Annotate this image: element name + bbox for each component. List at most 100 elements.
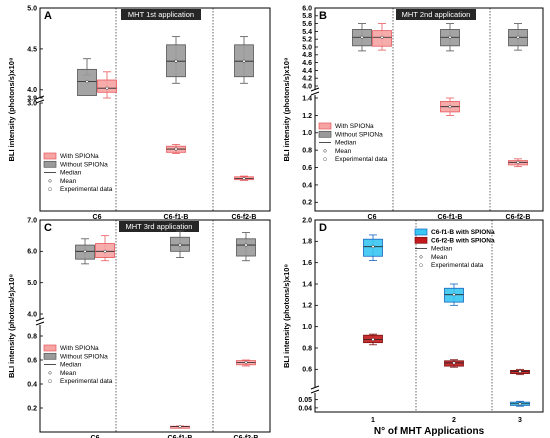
y-tick-label: 4.2 [302,76,312,83]
legend-label: C6-f2-B with SPIONa [431,237,495,244]
y-tick-label: 0.4 [302,182,312,189]
box-mean [371,337,375,342]
legend-data-marker [419,263,423,268]
annotation-text: MHT 3rd application [126,222,193,231]
y-tick-label: 1.4 [302,281,312,288]
box-mean [244,360,248,364]
axis-break-mark [35,321,45,326]
box-series-2 [170,230,190,259]
y-tick-label: 5.4 [302,29,312,36]
y-tick-label: 1.8 [302,239,312,246]
axis-break-mark [310,389,320,394]
legend-mean-marker [48,371,52,375]
y-tick-label: 1.2 [302,113,312,120]
y-tick-label: 0.8 [302,148,312,155]
box-series-1 [234,175,254,181]
y-tick-label: 3.0 [27,100,37,107]
legend-label: Mean [60,178,77,185]
x-category-label: C6-f2-B [234,435,259,438]
legend-label: Experimental data [335,156,388,163]
x-category-label: 3 [518,417,522,424]
axis-break-gap [311,89,319,95]
y-tick-label: 5.8 [302,13,312,20]
legend-label: With SPIONa [335,123,374,130]
plot-frame [314,219,544,413]
legend-label: Without SPIONa [335,131,383,138]
box-series-2 [440,23,460,52]
y-tick-label: 4.0 [302,83,312,90]
box-body [97,79,117,93]
axis-break-mark [310,87,320,92]
box-mean [244,243,248,247]
legend-label: With SPIONa [60,153,99,160]
y-tick-label: 0.8 [302,345,312,352]
box-mean [242,59,246,63]
annotation-text: MHT 2nd application [402,10,471,19]
box-mean [360,35,364,39]
legend-data-marker [48,379,52,384]
legend-mean-marker [323,149,327,153]
legend-label: Mean [335,148,352,155]
y-tick-label: 0.6 [302,367,312,374]
y-tick-label: 6.0 [27,249,37,256]
box-series-1 [444,283,464,306]
y-tick-label: 4.0 [27,87,37,94]
panel-letter: C [44,222,52,234]
y-tick-label: 5.2 [302,37,312,44]
box-mean [178,243,182,247]
y-tick-label: 0.4 [27,381,37,388]
box-mean [83,249,87,253]
box-series-1 [508,158,528,168]
box-mean [516,160,520,164]
y-tick-label: 5.6 [302,21,312,28]
axis-break-gap [36,319,44,325]
x-category-label: 1 [371,417,375,424]
legend-label: Mean [60,370,77,377]
legend-swatch [414,236,428,244]
panel-b: B MHT 2nd application4.04.24.44.64.85.05.… [282,5,544,221]
legend-swatch [318,130,332,138]
x-category-label: C6 [368,214,377,221]
box-series-2 [444,359,464,368]
legend-data-marker [323,157,327,162]
y-tick-label: 4.8 [302,52,312,59]
y-tick-label: 4.4 [302,68,312,75]
box-mean [85,80,89,84]
y-axis-label: BLI intensity (photons/s)x10⁸ [7,57,16,161]
box-series-2 [352,23,372,52]
y-tick-label: 5.0 [27,5,37,12]
box-series-1 [236,359,256,367]
y-tick-label: 0.2 [302,200,312,207]
box-series-2 [236,232,256,262]
panel-letter: D [319,222,327,234]
box-mean [448,105,452,109]
y-tick-label: 1.2 [302,303,312,310]
y-tick-label: 1.0 [302,324,312,331]
box-series-2 [234,36,254,84]
box-mean [371,245,375,249]
y-tick-label: 4.5 [27,46,37,53]
y-tick-label: 0.8 [27,333,37,340]
box-mean [452,361,456,365]
box-mean [516,35,520,39]
x-category-label: C6-f1-B [168,435,193,438]
x-category-label: C6-f1-B [438,214,463,221]
legend-label: Median [60,170,82,177]
legend-mean-marker [48,179,52,183]
y-tick-label: 7.0 [27,217,37,224]
axis-break-mark [310,91,320,96]
legend-swatch [414,228,428,236]
y-tick-label: 1.4 [302,95,312,102]
box-series-2 [363,333,383,346]
y-tick-label: 1.6 [302,260,312,267]
legend-swatch [43,152,57,160]
legend-mean-marker [419,255,423,259]
box-mean [380,35,384,39]
legend-swatch [43,160,57,168]
box-mean [105,86,109,90]
axis-break-gap [36,97,44,103]
x-category-label: C6-f1-B [164,214,189,221]
